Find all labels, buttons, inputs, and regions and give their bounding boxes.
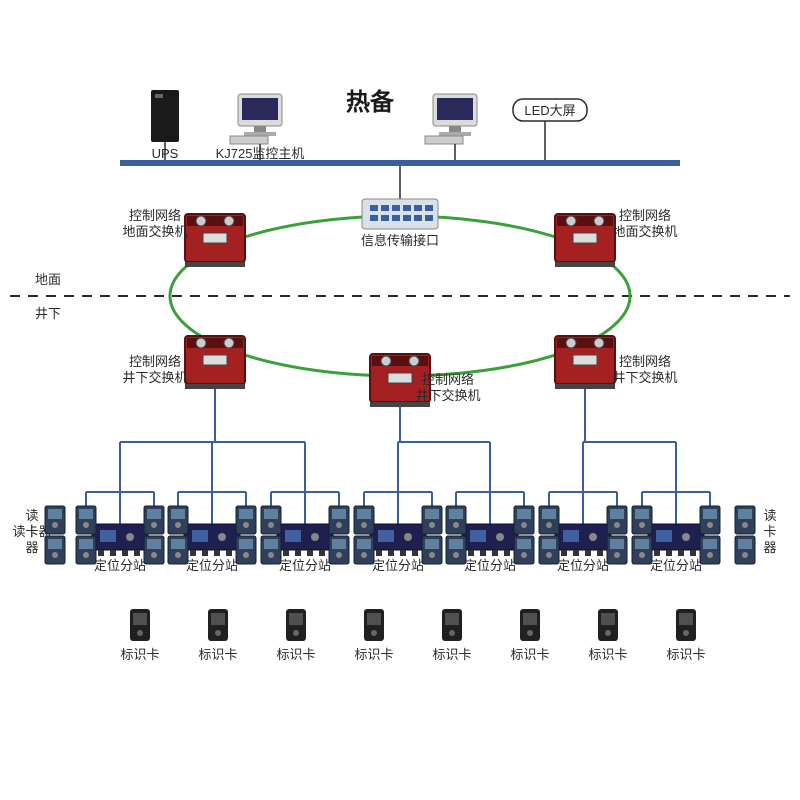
- reader-2-tl: [261, 506, 281, 534]
- reader-6-tr: [700, 506, 720, 534]
- underground-switch-0: [185, 336, 245, 389]
- tag-6: [598, 609, 618, 641]
- reader-3-tl: [354, 506, 374, 534]
- tag-0: [130, 609, 150, 641]
- svg-text:标识卡: 标识卡: [198, 647, 237, 662]
- reader-6-br: [700, 536, 720, 564]
- tag-4: [442, 609, 462, 641]
- edge-reader-r1: [735, 506, 755, 534]
- reader-4-bl: [446, 536, 466, 564]
- edge-reader-l1: [45, 506, 65, 534]
- reader-6-bl: [632, 536, 652, 564]
- station-4: [462, 524, 518, 556]
- reader-1-tl: [168, 506, 188, 534]
- svg-text:控制网络: 控制网络: [619, 354, 671, 369]
- reader-0-bl: [76, 536, 96, 564]
- svg-text:读: 读: [763, 508, 776, 523]
- reader-1-bl: [168, 536, 188, 564]
- reader-3-bl: [354, 536, 374, 564]
- svg-text:器: 器: [25, 540, 38, 555]
- reader-5-br: [607, 536, 627, 564]
- svg-text:定位分站: 定位分站: [94, 558, 146, 573]
- tag-1: [208, 609, 228, 641]
- network-bus: [120, 160, 680, 166]
- interface-icon: [362, 199, 438, 229]
- reader-4-tr: [514, 506, 534, 534]
- station-1: [184, 524, 240, 556]
- svg-text:标识卡: 标识卡: [588, 647, 627, 662]
- svg-text:信息传输接口: 信息传输接口: [361, 233, 439, 248]
- reader-0-br: [144, 536, 164, 564]
- svg-text:定位分站: 定位分站: [372, 558, 424, 573]
- station-3: [370, 524, 426, 556]
- svg-text:定位分站: 定位分站: [464, 558, 516, 573]
- svg-text:器: 器: [763, 540, 776, 555]
- reader-5-tr: [607, 506, 627, 534]
- svg-text:卡: 卡: [25, 524, 38, 539]
- svg-text:读: 读: [25, 508, 38, 523]
- svg-text:标识卡: 标识卡: [510, 647, 549, 662]
- reader-4-br: [514, 536, 534, 564]
- edge-reader-r2: [735, 536, 755, 564]
- reader-3-br: [422, 536, 442, 564]
- svg-text:定位分站: 定位分站: [279, 558, 331, 573]
- tag-2: [286, 609, 306, 641]
- reader-6-tl: [632, 506, 652, 534]
- svg-text:地面: 地面: [35, 272, 61, 287]
- diagram-canvas: 地面井下热备UPSKJ725监控主机LED大屏信息传输接口控制网络地面交换机控制…: [0, 0, 800, 800]
- reader-1-tr: [236, 506, 256, 534]
- svg-text:标识卡: 标识卡: [354, 647, 393, 662]
- svg-text:标识卡: 标识卡: [666, 647, 705, 662]
- svg-text:LED大屏: LED大屏: [524, 103, 575, 118]
- svg-text:控制网络: 控制网络: [129, 208, 181, 223]
- reader-0-tl: [76, 506, 96, 534]
- reader-2-br: [329, 536, 349, 564]
- svg-text:标识卡: 标识卡: [120, 647, 159, 662]
- reader-5-bl: [539, 536, 559, 564]
- svg-text:地面交换机: 地面交换机: [612, 224, 677, 239]
- backup-monitor-icon: [425, 94, 477, 144]
- svg-text:标识卡: 标识卡: [276, 647, 315, 662]
- svg-text:井下交换机: 井下交换机: [415, 388, 480, 403]
- svg-text:定位分站: 定位分站: [557, 558, 609, 573]
- reader-1-br: [236, 536, 256, 564]
- reader-4-tl: [446, 506, 466, 534]
- tag-5: [520, 609, 540, 641]
- svg-text:地面交换机: 地面交换机: [122, 224, 187, 239]
- station-6: [648, 524, 704, 556]
- svg-text:控制网络: 控制网络: [422, 372, 474, 387]
- host-monitor-icon: [230, 94, 282, 144]
- reader-2-bl: [261, 536, 281, 564]
- svg-text:井下交换机: 井下交换机: [612, 370, 677, 385]
- svg-text:井下交换机: 井下交换机: [122, 370, 187, 385]
- svg-text:控制网络: 控制网络: [129, 354, 181, 369]
- reader-0-tr: [144, 506, 164, 534]
- tag-3: [364, 609, 384, 641]
- reader-2-tr: [329, 506, 349, 534]
- svg-text:定位分站: 定位分站: [650, 558, 702, 573]
- svg-text:卡: 卡: [763, 524, 776, 539]
- svg-text:热备: 热备: [346, 88, 395, 116]
- edge-reader-l2: [45, 536, 65, 564]
- svg-text:定位分站: 定位分站: [186, 558, 238, 573]
- svg-text:井下: 井下: [35, 306, 61, 321]
- reader-3-tr: [422, 506, 442, 534]
- tag-7: [676, 609, 696, 641]
- reader-5-tl: [539, 506, 559, 534]
- surface-switch-0: [185, 214, 245, 267]
- svg-text:标识卡: 标识卡: [432, 647, 471, 662]
- station-2: [277, 524, 333, 556]
- underground-switch-2: [555, 336, 615, 389]
- surface-switch-1: [555, 214, 615, 267]
- station-5: [555, 524, 611, 556]
- svg-text:控制网络: 控制网络: [619, 208, 671, 223]
- station-0: [92, 524, 148, 556]
